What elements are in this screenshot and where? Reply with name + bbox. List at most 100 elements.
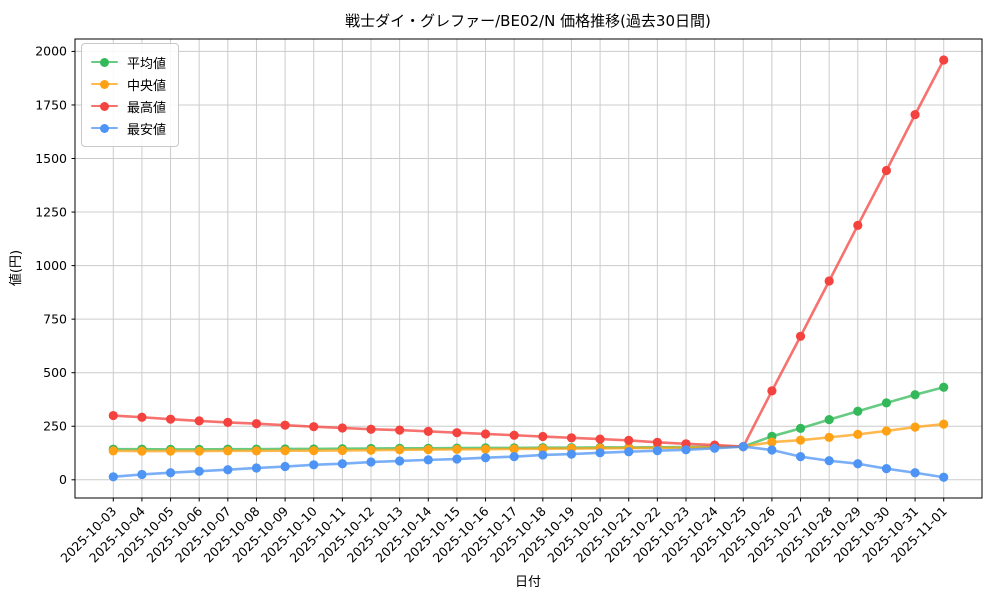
x-axis-label: 日付 — [515, 575, 541, 590]
legend-label: 中央値 — [127, 78, 167, 94]
data-point — [137, 446, 147, 456]
legend-label: 平均値 — [127, 56, 167, 72]
data-point — [824, 432, 834, 442]
data-point — [395, 425, 405, 435]
data-point — [595, 448, 605, 458]
data-point — [480, 429, 491, 439]
series-line — [111, 385, 946, 451]
y-tick-label: 250 — [43, 419, 67, 434]
data-point — [795, 423, 806, 433]
series-line — [111, 422, 946, 453]
data-point — [509, 430, 519, 440]
legend-item: 中央値 — [91, 73, 166, 95]
data-point — [337, 423, 347, 433]
data-point — [395, 456, 405, 466]
data-point — [881, 398, 892, 408]
data-point — [309, 422, 319, 432]
data-point — [280, 420, 290, 430]
data-point — [710, 443, 720, 453]
data-point — [624, 435, 634, 445]
data-point — [538, 450, 548, 460]
y-tick-label: 0 — [59, 472, 67, 487]
legend-item: 最安値 — [91, 117, 166, 139]
data-point — [165, 468, 176, 478]
y-tick-label: 1250 — [35, 204, 67, 219]
legend-marker-icon — [91, 101, 118, 112]
data-point — [509, 452, 519, 462]
data-point — [309, 446, 319, 456]
legend-label: 最高値 — [127, 100, 167, 116]
data-point — [939, 55, 949, 65]
data-point — [853, 459, 863, 469]
data-point — [480, 444, 491, 454]
plot-border — [74, 38, 983, 499]
data-point — [910, 468, 920, 478]
data-point — [652, 446, 662, 456]
data-point — [366, 457, 376, 467]
series-line — [111, 445, 946, 479]
data-point — [137, 412, 147, 422]
data-point — [824, 276, 834, 286]
data-point — [280, 461, 290, 472]
legend-marker-icon — [91, 79, 118, 90]
data-point — [910, 110, 920, 120]
legend-marker-icon — [91, 57, 118, 68]
data-point — [767, 437, 777, 447]
legend: 平均値中央値最高値最安値 — [81, 43, 180, 147]
data-point — [423, 455, 433, 465]
data-point — [738, 441, 748, 452]
data-point — [251, 446, 262, 456]
legend-item: 最高値 — [91, 95, 166, 117]
data-point — [366, 445, 376, 455]
data-point — [251, 463, 262, 473]
data-point — [795, 331, 806, 341]
series-line — [111, 58, 946, 448]
data-point — [309, 460, 319, 470]
data-point — [108, 446, 118, 456]
y-tick-label: 750 — [43, 311, 67, 326]
data-point — [452, 428, 462, 438]
data-point — [337, 459, 347, 469]
legend-label: 最安値 — [127, 122, 167, 138]
data-point — [853, 220, 863, 230]
chart-title: 戦士ダイ・グレファー/BE02/N 価格推移(過去30日間) — [345, 12, 711, 30]
y-axis-label: 値(円) — [8, 250, 24, 286]
data-point — [165, 414, 176, 424]
legend-item: 平均値 — [91, 51, 166, 73]
data-point — [566, 449, 577, 459]
data-point — [824, 415, 834, 425]
data-point — [595, 434, 605, 444]
data-point — [910, 390, 920, 400]
data-point — [853, 429, 863, 439]
data-point — [165, 446, 176, 456]
data-point — [480, 453, 491, 463]
series-平均値 — [108, 382, 949, 454]
series-最安値 — [108, 441, 949, 482]
y-tick-label: 1750 — [35, 97, 67, 112]
data-point — [194, 466, 204, 476]
data-point — [137, 469, 147, 480]
data-point — [395, 445, 405, 455]
y-tick-label: 1500 — [35, 151, 67, 166]
data-point — [194, 446, 204, 456]
data-point — [509, 444, 519, 454]
data-point — [824, 456, 834, 466]
y-tick-label: 2000 — [35, 44, 67, 59]
data-point — [795, 452, 806, 462]
series-最高値 — [108, 55, 949, 452]
y-tick-label: 500 — [43, 365, 67, 380]
data-point — [223, 465, 233, 475]
data-point — [423, 444, 433, 455]
y-tick-label: 1000 — [35, 258, 67, 273]
data-point — [108, 472, 118, 482]
legend-marker-icon — [91, 123, 118, 134]
data-point — [251, 419, 262, 429]
data-point — [795, 435, 806, 445]
data-point — [624, 447, 634, 457]
data-point — [767, 445, 777, 455]
data-point — [881, 165, 892, 176]
data-point — [280, 446, 290, 456]
data-point — [223, 417, 233, 427]
